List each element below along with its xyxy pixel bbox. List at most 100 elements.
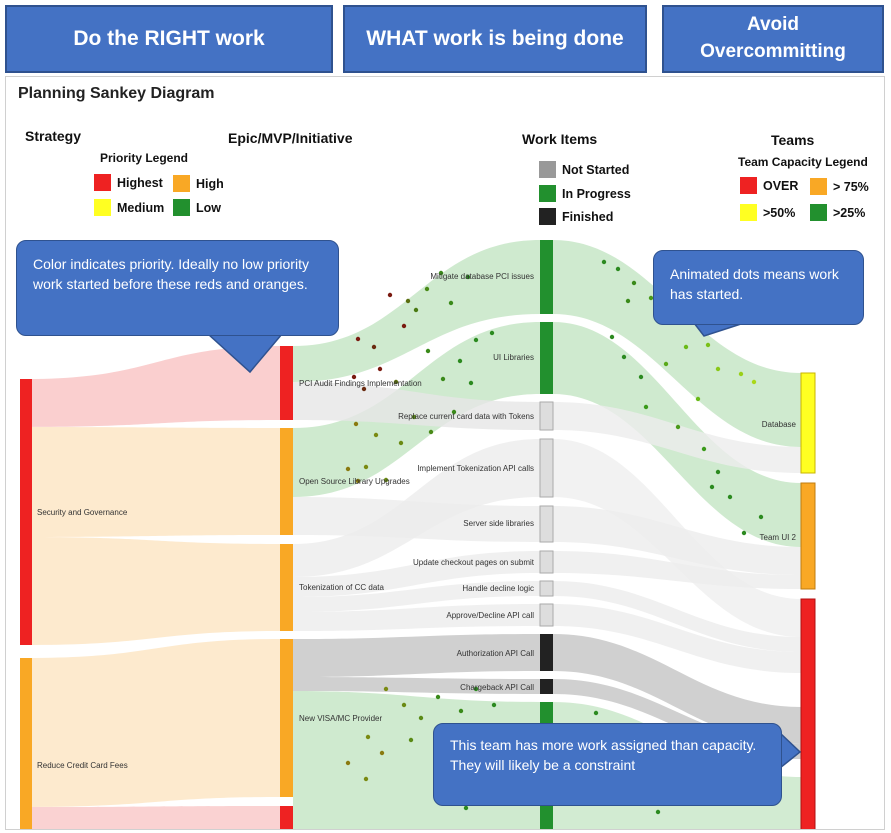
label-fees: Reduce Credit Card Fees	[37, 761, 128, 770]
legend-medium-label: Medium	[117, 200, 165, 215]
legend-not-started-swatch	[539, 161, 556, 178]
link-pci-replace	[293, 382, 540, 430]
label-token: Tokenization of CC data	[299, 583, 384, 592]
label-oss: Open Source Library Upgrades	[299, 477, 410, 486]
legend-finished-swatch	[539, 208, 556, 225]
header-avoid-overcommitting: Avoid Overcommitting	[662, 5, 884, 73]
callout-team-text: This team has more work assigned than ca…	[450, 737, 757, 773]
link-visa-chargeback	[293, 677, 540, 694]
node-decline[interactable]	[539, 580, 554, 597]
link-decline-team3	[553, 581, 801, 652]
node-oss[interactable]	[280, 428, 293, 535]
node-checkout[interactable]	[539, 550, 554, 574]
callout-priority-text: Color indicates priority. Ideally no low…	[33, 256, 309, 292]
callout-team: This team has more work assigned than ca…	[433, 723, 782, 806]
label-mitigate: Mitigate database PCI issues	[430, 272, 534, 281]
legend-medium: Medium	[94, 199, 164, 216]
legend-over: OVER	[740, 177, 798, 194]
header-what-work-text: WHAT work is being done	[366, 27, 624, 50]
node-visa[interactable]	[280, 639, 293, 797]
legend-gt75-label: > 75%	[833, 179, 869, 194]
node-auth[interactable]	[540, 634, 553, 671]
label-chargeback: Chargeback API Call	[460, 683, 534, 692]
legend-finished: Finished	[539, 208, 613, 225]
legend-gt75: > 75%	[810, 178, 869, 195]
link-oss-serverlibs	[293, 497, 540, 542]
callout-dots-text: Animated dots means work has started.	[670, 266, 839, 302]
label-token-api: Implement Tokenization API calls	[417, 464, 534, 473]
legend-high-swatch	[173, 175, 190, 192]
node-replace[interactable]	[539, 401, 554, 431]
label-decline: Handle decline logic	[462, 584, 534, 593]
node-security[interactable]	[20, 379, 32, 645]
callout-priority: Color indicates priority. Ideally no low…	[16, 240, 339, 336]
node-pci[interactable]	[280, 346, 293, 420]
label-approve: Approve/Decline API call	[446, 611, 534, 620]
link-auth-team3	[553, 634, 801, 744]
sankey-panel: Planning Sankey Diagram Strategy Epic/MV…	[5, 76, 885, 830]
link-token-approve	[293, 604, 540, 631]
legend-gt75-swatch	[810, 178, 827, 195]
legend-gt25: >25%	[810, 204, 865, 221]
label-team-3: de	[787, 750, 796, 759]
priority-legend-title: Priority Legend	[100, 151, 189, 165]
link-fees-extra	[27, 806, 280, 829]
legend-gt25-label: >25%	[833, 205, 866, 220]
node-server-libs[interactable]	[539, 505, 554, 543]
link-approve-team3	[553, 604, 801, 673]
node-mitigate[interactable]	[540, 240, 553, 314]
legend-over-label: OVER	[763, 178, 799, 193]
node-chargeback[interactable]	[540, 679, 553, 694]
link-security-token	[27, 537, 280, 645]
label-team-ui2: Team UI 2	[759, 533, 796, 542]
legend-low-label: Low	[196, 200, 221, 215]
legend-finished-label: Finished	[562, 209, 614, 224]
node-extra-epic[interactable]	[280, 806, 293, 830]
label-checkout: Update checkout pages on submit	[413, 558, 534, 567]
node-team-3[interactable]	[800, 598, 816, 830]
diagram-title: Planning Sankey Diagram	[18, 85, 215, 102]
column-header-strategy: Strategy	[25, 128, 82, 144]
legend-gt25-swatch	[810, 204, 827, 221]
link-fees-visa	[27, 639, 280, 807]
callout-dots: Animated dots means work has started.	[653, 250, 864, 325]
node-fees[interactable]	[20, 658, 32, 830]
node-token-api[interactable]	[539, 438, 554, 498]
node-ui-libs[interactable]	[540, 322, 553, 394]
legend-over-swatch	[740, 177, 757, 194]
legend-low-swatch	[173, 199, 190, 216]
legend-in-progress-label: In Progress	[562, 186, 631, 201]
label-security: Security and Governance	[37, 508, 128, 517]
node-approve[interactable]	[539, 603, 554, 627]
legend-gt50: >50%	[740, 204, 795, 221]
header-what-work: WHAT work is being done	[343, 5, 647, 73]
label-database: Database	[761, 420, 796, 429]
progress-dots	[345, 259, 779, 815]
link-visa-auth	[293, 634, 540, 677]
legend-gt50-label: >50%	[763, 205, 796, 220]
legend-highest-swatch	[94, 174, 111, 191]
sankey-diagram	[20, 240, 816, 830]
header-avoid-line2: Overcommitting	[700, 41, 846, 62]
column-header-teams: Teams	[771, 132, 815, 148]
legend-not-started-label: Not Started	[562, 162, 630, 177]
legend-gt50-swatch	[740, 204, 757, 221]
legend-highest-label: Highest	[117, 175, 163, 190]
node-team-ui2[interactable]	[800, 482, 816, 590]
legend-in-progress-swatch	[539, 185, 556, 202]
capacity-legend-title: Team Capacity Legend	[738, 155, 868, 169]
label-ui-libs: UI Libraries	[493, 353, 534, 362]
label-visa: New VISA/MC Provider	[299, 714, 383, 723]
link-token-checkout	[293, 551, 540, 597]
header-do-right-work: Do the RIGHT work	[5, 5, 333, 73]
node-database[interactable]	[800, 372, 816, 474]
node-token[interactable]	[280, 544, 293, 631]
link-security-oss	[27, 427, 280, 537]
link-replace-database	[553, 402, 801, 473]
link-mitigate-database	[553, 240, 801, 447]
legend-high-label: High	[196, 176, 224, 191]
legend-medium-swatch	[94, 199, 111, 216]
header-avoid-line1: Avoid	[746, 14, 800, 36]
header-do-right-work-text: Do the RIGHT work	[73, 27, 265, 50]
label-auth: Authorization API Call	[456, 649, 534, 658]
